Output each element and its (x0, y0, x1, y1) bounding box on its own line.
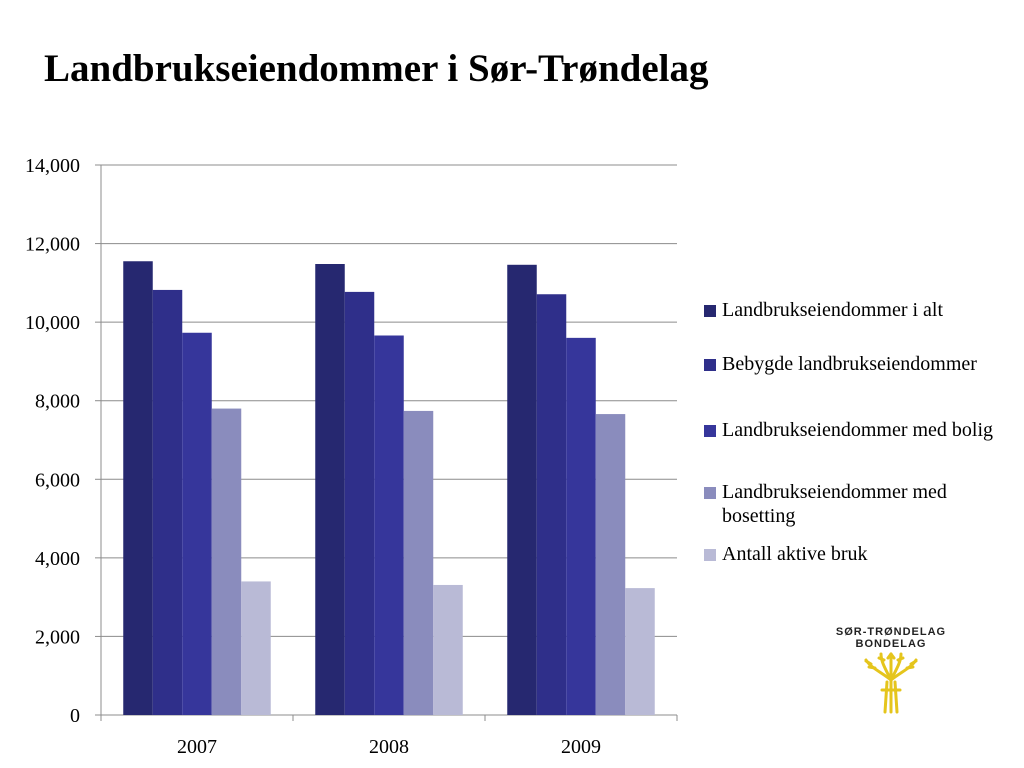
wheat-sheaf-icon (864, 652, 918, 714)
x-tick-label: 2009 (561, 736, 601, 758)
bar-2009-series-3 (566, 337, 596, 715)
legend-swatch-4 (704, 487, 716, 499)
bar-2007-series-2 (152, 289, 183, 715)
bar-2008-series-4 (403, 410, 434, 715)
y-tick-label: 4,000 (35, 548, 80, 570)
y-tick-label: 10,000 (25, 312, 80, 334)
legend-label-3: Landbrukseiendommer med bolig (722, 419, 994, 441)
y-tick-label: 2,000 (35, 626, 80, 648)
bar-2007-series-4 (211, 408, 242, 715)
legend-label-4: Landbrukseiendommer med bosetting (722, 481, 947, 527)
bar-2009-series-5 (625, 588, 655, 715)
chart-title: Landbrukseiendommer i Sør-Trøndelag (44, 47, 709, 90)
bar-2009-series-1 (507, 264, 537, 715)
legend-swatch-2 (704, 359, 716, 371)
bar-2008-series-3 (374, 335, 404, 715)
y-tick-label: 0 (70, 705, 80, 727)
bar-2008-series-1 (315, 264, 345, 715)
logo-line-2: BONDELAG (855, 638, 927, 650)
y-tick-label: 14,000 (25, 155, 80, 177)
x-tick-label: 2008 (369, 736, 409, 758)
legend-item-5: Antall aktive bruk (704, 542, 1019, 572)
y-tick-label: 8,000 (35, 391, 80, 413)
bar-2008-series-2 (344, 291, 375, 715)
legend-swatch-3 (704, 425, 716, 437)
legend-item-3: Landbrukseiendommer med bolig (704, 418, 1019, 480)
legend-label-1: Landbrukseiendommer i alt (722, 299, 944, 321)
bar-2009-series-4 (595, 414, 626, 715)
y-tick-label: 6,000 (35, 469, 80, 491)
legend-label-2: Bebygde landbrukseiendommer (722, 353, 977, 375)
bar-2008-series-5 (433, 584, 463, 715)
legend-swatch-5 (704, 549, 716, 561)
organization-logo: SØR-TRØNDELAG BONDELAG (826, 626, 956, 718)
legend-swatch-1 (704, 305, 716, 317)
bar-2009-series-2 (536, 294, 567, 715)
bar-2007-series-1 (123, 261, 153, 715)
bar-2007-series-3 (182, 332, 212, 715)
legend-item-1: Landbrukseiendommer i alt (704, 298, 1019, 352)
x-tick-label: 2007 (177, 736, 217, 758)
legend-item-2: Bebygde landbrukseiendommer (704, 352, 1019, 418)
bar-2007-series-5 (241, 581, 271, 715)
legend-label-5: Antall aktive bruk (722, 543, 868, 565)
logo-line-1: SØR-TRØNDELAG (835, 626, 947, 638)
legend-item-4: Landbrukseiendommer med bosetting (704, 480, 1019, 542)
y-tick-label: 12,000 (25, 234, 80, 256)
legend: Landbrukseiendommer i alt Bebygde landbr… (704, 298, 1019, 572)
